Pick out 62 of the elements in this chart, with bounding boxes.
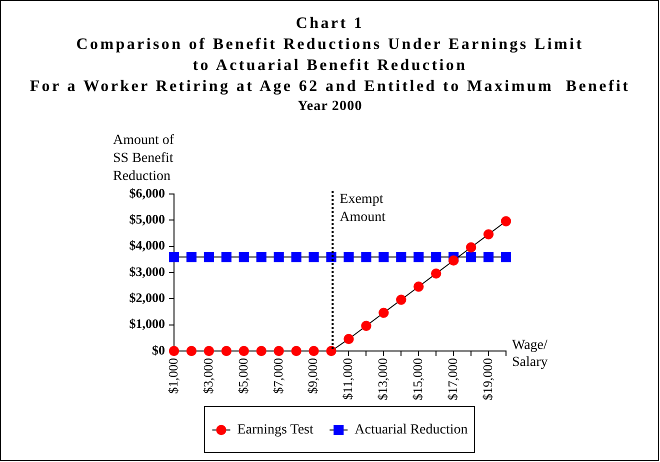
point (256, 252, 266, 262)
point (466, 252, 476, 262)
point (378, 308, 389, 318)
point (204, 346, 214, 356)
point (326, 252, 336, 262)
x-tick-label: $15,000 (410, 358, 426, 400)
y-tick-label: $4,000 (129, 238, 165, 253)
point (221, 252, 232, 262)
point (361, 252, 372, 262)
point (414, 282, 424, 292)
point (168, 252, 180, 262)
point (204, 252, 214, 262)
point (308, 346, 319, 356)
legend-label: Actuarial Reduction (354, 422, 468, 438)
x-tick-label: $17,000 (445, 358, 460, 400)
chart-subtitle: Year 2000 (296, 98, 364, 116)
point (274, 346, 284, 356)
point (291, 252, 302, 262)
point (168, 346, 180, 356)
y-tick-label: $1,000 (129, 316, 165, 332)
y-tick-label: $5,000 (129, 212, 165, 227)
y-axis-title: Amount of SS Benefit Reduction (113, 133, 174, 184)
point (361, 320, 372, 331)
y-tick-label: $0 (152, 342, 165, 358)
x-tick-label: $9,000 (305, 358, 320, 394)
point (256, 346, 266, 356)
point (396, 294, 406, 305)
point (500, 252, 512, 262)
point (431, 252, 442, 262)
point (238, 252, 249, 262)
ref-line-label: Exempt Amount (340, 192, 386, 225)
point (326, 346, 336, 356)
x-tick-label: $5,000 (235, 358, 250, 394)
point (186, 346, 197, 356)
point (186, 252, 196, 262)
x-tick-label: $3,000 (200, 358, 216, 394)
point (344, 334, 354, 344)
point (396, 252, 406, 262)
x-tick-label: $13,000 (375, 358, 390, 400)
x-tick-label: $11,000 (340, 358, 356, 400)
y-tick-label: $6,000 (129, 185, 165, 200)
point (483, 229, 494, 240)
chart-title: Chart 1 Comparison of Benefit Reductions Under Earnings Limit to Actuarial Benefit Reduction For a Worker Retiring at Age 62 and Entitled to Maximum Benefit (28, 14, 632, 97)
point (484, 252, 494, 262)
point (274, 252, 284, 262)
x-tick-label: $19,000 (480, 358, 495, 400)
y-tick-label: $2,000 (129, 290, 165, 306)
point (221, 346, 232, 356)
point (448, 255, 459, 266)
point (414, 252, 424, 262)
point (378, 252, 389, 262)
point (238, 346, 249, 356)
legend-label: Earnings Test (237, 422, 314, 438)
point (466, 242, 476, 252)
point (431, 268, 442, 279)
point (291, 346, 302, 356)
point (308, 252, 319, 262)
x-tick-label: $7,000 (270, 358, 286, 394)
point (344, 252, 354, 262)
point (500, 216, 512, 226)
x-axis-title: Wage/ Salary (512, 338, 548, 370)
y-tick-label: $3,000 (129, 264, 165, 279)
